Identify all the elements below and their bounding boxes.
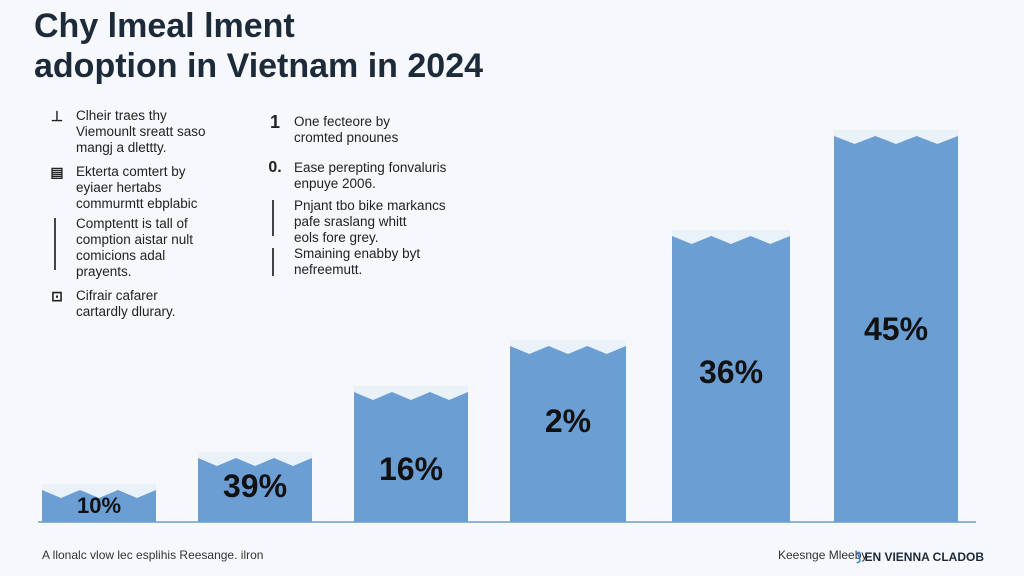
bar-snow-cap (510, 340, 626, 354)
note-text: commurmtt ebplabic (76, 196, 198, 211)
number-zero-icon: 0. (268, 159, 282, 176)
lock-icon: ⊡ (51, 288, 63, 304)
divider-bar (272, 200, 274, 236)
bar-snow-cap (354, 386, 468, 400)
note-text: Smaining enabby byt (294, 246, 421, 261)
bar-value-label: 2% (545, 403, 591, 439)
note-text: Viemounlt sreatt saso (76, 124, 206, 139)
note-right-2: 0. Ease perepting fonvaluris enpuye 2006… (268, 160, 494, 192)
note-text: enpuye 2006. (294, 176, 376, 191)
note-text: pafe sraslang whitt (294, 214, 407, 229)
note-right-1: 1 One fecteore by cromted pnounes (270, 113, 494, 146)
bar (510, 340, 626, 522)
building-icon: ▤ (50, 164, 64, 180)
footer-small: Keesnge Mleeby (778, 548, 868, 562)
bar-snow-cap (672, 230, 790, 244)
bar-value-label: 10% (77, 493, 121, 518)
bar-value-label: 36% (699, 354, 763, 390)
bar (354, 386, 468, 522)
bar (672, 230, 790, 522)
bar-snow-cap (834, 130, 958, 144)
note-text: comption aistar nult (76, 232, 194, 247)
note-left-1: ⊥ Clheir traes thy Viemounlt sreatt saso… (51, 108, 276, 156)
tower-icon: ⊥ (50, 108, 64, 124)
brand-mark-icon: ⟆ (856, 550, 865, 564)
note-text: nefreemutt. (294, 262, 363, 277)
note-text: eyiaer hertabs (76, 180, 162, 195)
bars-group: 10% 39% 16% 2% 36% 45% (42, 130, 958, 522)
bar-value-label: 16% (379, 451, 443, 487)
note-right-3: Pnjant tbo bike markancs pafe sraslang w… (272, 198, 494, 246)
divider-bar (54, 218, 56, 270)
note-text: Clheir traes thy (76, 108, 167, 123)
note-text: prayents. (76, 264, 132, 279)
divider-bar (272, 248, 274, 276)
note-text: mangj a dlettty. (76, 140, 167, 155)
note-text: Cifrair cafarer (76, 288, 158, 303)
chart-title: Chy lmeal lment adoption in Vietnam in 2… (34, 6, 483, 86)
bar-value-label: 45% (864, 311, 928, 347)
note-right-4: Smaining enabby byt nefreemutt. (272, 246, 494, 278)
bar-snow-cap (198, 452, 312, 466)
note-text: Pnjant tbo bike markancs (294, 198, 446, 213)
note-left-3: Comptentt is tall of comption aistar nul… (54, 216, 276, 280)
note-left-2: ▤ Ekterta comtert by eyiaer hertabs comm… (50, 164, 276, 212)
note-text: One fecteore by (294, 114, 391, 129)
note-text: comicions adal (76, 248, 166, 263)
footer-note: A llonalc vlow lec esplihis Reesange. il… (42, 548, 264, 562)
note-text: Ease perepting fonvaluris (294, 160, 447, 175)
bar (834, 130, 958, 522)
note-text: eols fore grey. (294, 230, 379, 245)
note-text: cartardly dlurary. (76, 304, 176, 319)
title-line-2: adoption in Vietnam in 2024 (34, 47, 484, 85)
brand-text: EN VIENNA CLADOB (864, 550, 984, 564)
bar-snow-cap (42, 484, 156, 498)
bar-value-label: 39% (223, 468, 287, 504)
note-text: Ekterta comtert by (76, 164, 186, 179)
brand-logo: ⟆ EN VIENNA CLADOB (856, 550, 984, 564)
title-line-1: Chy lmeal lment (34, 7, 295, 45)
note-text: Comptentt is tall of (76, 216, 188, 231)
number-one-icon: 1 (269, 112, 280, 132)
note-left-4: ⊡ Cifrair cafarer cartardly dlurary. (51, 288, 276, 320)
note-text: cromted pnounes (294, 130, 399, 145)
